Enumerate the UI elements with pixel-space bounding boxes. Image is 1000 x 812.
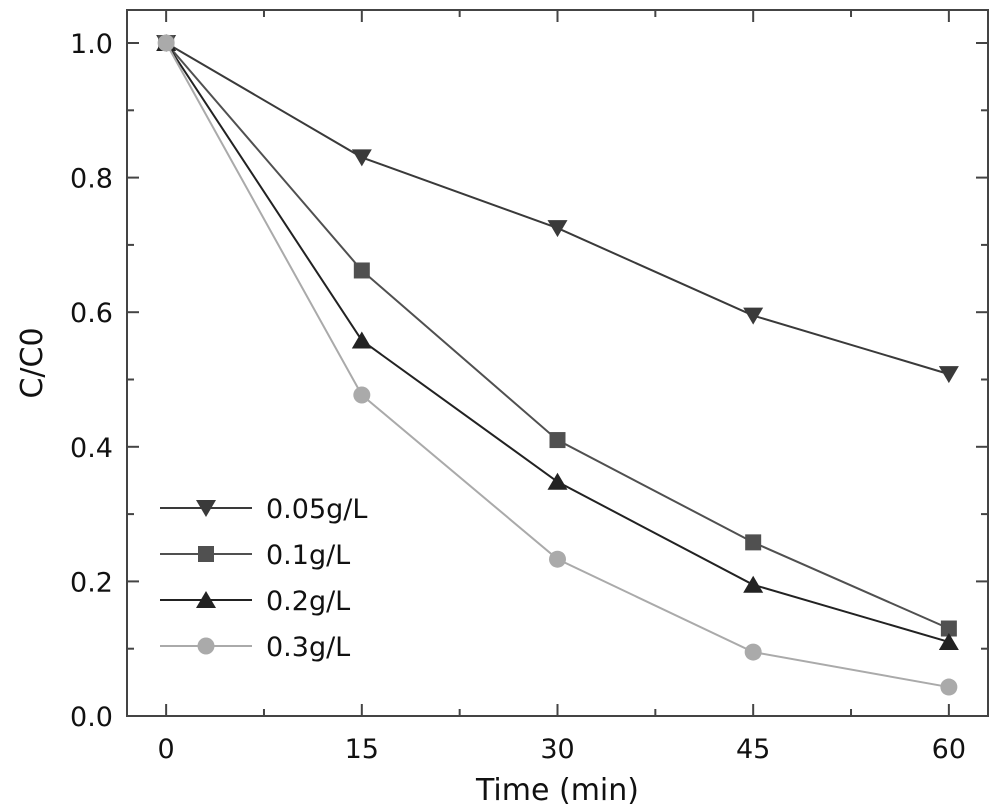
data-point bbox=[351, 331, 372, 349]
data-point bbox=[157, 34, 175, 52]
x-tick-label: 0 bbox=[158, 734, 175, 765]
y-axis-title: C/C0 bbox=[15, 327, 50, 398]
data-point bbox=[547, 220, 568, 238]
legend-item: 0.1g/L bbox=[160, 540, 350, 571]
x-tick-label: 15 bbox=[345, 734, 379, 765]
legend-marker bbox=[196, 500, 216, 517]
x-tick-label: 45 bbox=[736, 734, 770, 765]
y-tick-label: 0.0 bbox=[70, 702, 113, 733]
data-point bbox=[351, 149, 372, 167]
data-point bbox=[743, 575, 764, 593]
data-point bbox=[353, 262, 370, 279]
data-point bbox=[745, 534, 762, 551]
legend-label: 0.3g/L bbox=[266, 632, 350, 663]
y-tick-label: 0.4 bbox=[70, 433, 113, 464]
y-tick-label: 0.6 bbox=[70, 298, 113, 329]
data-point bbox=[744, 643, 762, 661]
x-tick-label: 30 bbox=[540, 734, 574, 765]
legend-label: 0.1g/L bbox=[266, 540, 350, 571]
x-tick-label: 60 bbox=[932, 734, 966, 765]
series-line bbox=[165, 42, 950, 376]
y-tick-label: 1.0 bbox=[70, 29, 113, 60]
data-point bbox=[549, 432, 566, 449]
data-point bbox=[940, 620, 957, 637]
legend-marker bbox=[197, 637, 215, 655]
data-point bbox=[353, 386, 371, 404]
series-0.3g/L bbox=[157, 34, 958, 696]
data-point bbox=[547, 472, 568, 490]
legend-item: 0.05g/L bbox=[160, 494, 367, 525]
data-point bbox=[940, 678, 958, 696]
data-point bbox=[549, 550, 566, 568]
legend-marker bbox=[196, 591, 216, 608]
legend-label: 0.2g/L bbox=[266, 586, 350, 617]
y-tick-label: 0.2 bbox=[70, 567, 113, 598]
x-axis-title: Time (min) bbox=[475, 773, 639, 808]
series-0.2g/L bbox=[156, 34, 959, 650]
data-point bbox=[743, 307, 764, 325]
legend-marker bbox=[198, 546, 214, 562]
legend-label: 0.05g/L bbox=[266, 494, 367, 525]
data-point bbox=[938, 366, 959, 384]
legend-item: 0.2g/L bbox=[160, 586, 350, 617]
plot-frame bbox=[126, 9, 989, 717]
legend-item: 0.3g/L bbox=[160, 632, 350, 663]
y-tick-label: 0.8 bbox=[70, 164, 113, 195]
data-point bbox=[938, 632, 959, 650]
